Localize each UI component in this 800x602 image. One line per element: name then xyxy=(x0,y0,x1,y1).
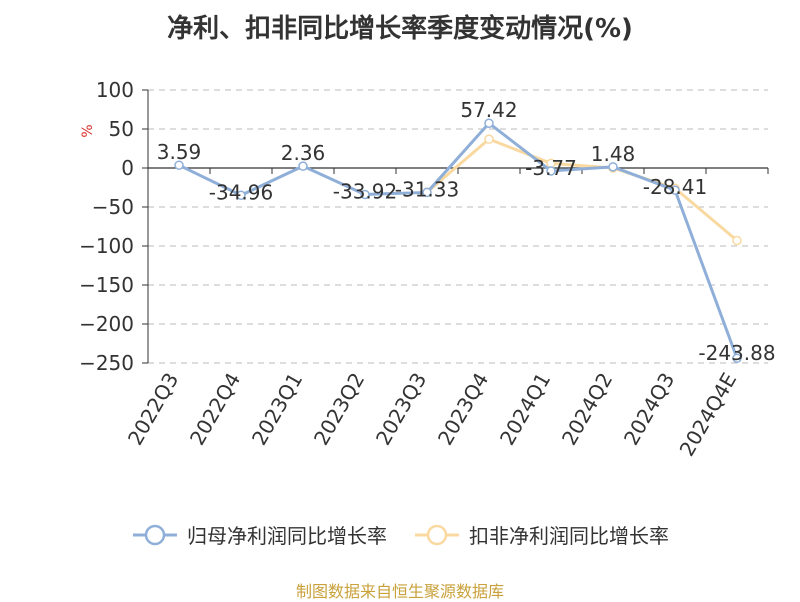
grid-layer xyxy=(148,89,768,364)
data-point-series-1 xyxy=(174,160,184,170)
chart-title: 净利、扣非同比增长率季度变动情况(%) xyxy=(167,14,633,44)
data-label: -243.88 xyxy=(698,341,775,365)
data-point-series-2 xyxy=(484,134,494,144)
x-tick-label: 2024Q1 xyxy=(495,369,555,450)
x-tick-label: 2023Q1 xyxy=(247,369,307,450)
legend-item-series-1[interactable]: 归母净利润同比增长率 xyxy=(131,520,387,549)
data-point-series-1 xyxy=(546,166,556,176)
data-label: 57.42 xyxy=(460,98,517,122)
y-tick-label: −200 xyxy=(79,312,134,336)
series-line-2 xyxy=(426,137,738,242)
x-tick-label: 2024Q2 xyxy=(557,369,617,450)
data-point-series-1 xyxy=(360,189,370,200)
x-tick-label: 2023Q4 xyxy=(433,369,493,450)
data-label: -34.96 xyxy=(209,180,273,204)
data-point-series-1 xyxy=(732,353,742,363)
data-label: 2.36 xyxy=(281,141,326,165)
data-point-series-1 xyxy=(670,185,680,195)
legend[interactable]: 归母净利润同比增长率 扣非净利润同比增长率 xyxy=(0,520,800,549)
y-tick-label: 0 xyxy=(121,156,134,180)
y-tick-label: 50 xyxy=(109,117,134,141)
y-tick-label: −250 xyxy=(79,351,134,375)
legend-label-series-1: 归母净利润同比增长率 xyxy=(187,524,387,548)
series-line-1 xyxy=(178,121,739,359)
y-tick-label: −50 xyxy=(92,195,134,219)
x-tick-label: 2023Q2 xyxy=(309,369,369,450)
data-label: -33.92 xyxy=(333,179,397,203)
legend-label-series-2: 扣非净利润同比增长率 xyxy=(469,524,669,548)
x-tick-label: 2024Q4E xyxy=(675,369,742,461)
y-tick-label: −150 xyxy=(79,273,134,297)
x-tick-label: 2023Q3 xyxy=(371,369,431,450)
data-label: 3.59 xyxy=(157,140,202,164)
data-point-series-1 xyxy=(484,118,494,128)
data-point-series-1 xyxy=(608,162,618,172)
legend-line-circle-icon xyxy=(133,524,177,545)
data-label: 1.48 xyxy=(591,142,636,166)
data-label: -28.41 xyxy=(643,175,707,199)
y-tick-label: −100 xyxy=(79,234,134,258)
legend-line-circle-icon xyxy=(415,524,459,545)
data-point-series-1 xyxy=(236,190,246,201)
x-tick-label: 2024Q3 xyxy=(619,369,679,450)
data-label: -31.33 xyxy=(395,177,459,201)
series-layer xyxy=(174,118,742,363)
y-axis-label: % xyxy=(80,124,96,137)
data-point-series-1 xyxy=(298,161,308,171)
data-label-layer: 3.59 -34.96 2.36 -33.92-31.33 57.42 -3.77 1.48… xyxy=(157,98,776,365)
source-note: 制图数据来自恒生聚源数据库 xyxy=(295,582,504,601)
data-label: -3.77 xyxy=(525,156,577,180)
x-tick-label: 2022Q4 xyxy=(185,369,245,450)
x-tick-label: 2022Q3 xyxy=(123,369,183,450)
data-point-series-1 xyxy=(422,187,432,198)
data-point-series-2 xyxy=(732,235,742,246)
legend-item-series-2[interactable]: 扣非净利润同比增长率 xyxy=(413,520,669,549)
y-tick-label: 100 xyxy=(96,78,134,102)
